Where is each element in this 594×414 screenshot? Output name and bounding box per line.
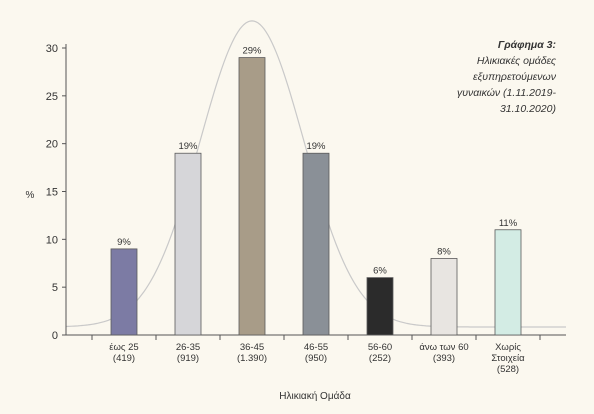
category-label: άνω των 60	[419, 342, 468, 353]
data-label: 29%	[242, 46, 262, 57]
chart-subtitle-line-2: εξυπηρετούμενων	[473, 71, 557, 83]
category-label: Στοιχεία	[491, 353, 525, 364]
category-label: Χωρίς	[495, 342, 521, 353]
data-label: 11%	[499, 218, 518, 229]
y-tick-label: 25	[46, 91, 58, 103]
bars	[110, 57, 522, 336]
data-label: 9%	[117, 237, 131, 248]
category-count: (528)	[497, 364, 519, 375]
x-axis-label: Ηλικιακή Ομάδα	[279, 390, 351, 402]
bar	[174, 152, 202, 336]
data-label: 19%	[306, 141, 326, 152]
y-axis-label: %	[26, 190, 35, 201]
chart-title: Γράφημα 3: Ηλικιακές ομάδες εξυπηρετούμε…	[457, 39, 557, 115]
chart-subtitle-line-3: γυναικών (1.11.2019-	[457, 87, 556, 99]
data-label: 19%	[178, 141, 198, 152]
data-label: 8%	[437, 246, 451, 257]
y-tick-label: 30	[46, 43, 58, 55]
chart-subtitle-line-1: Ηλικιακές ομάδες	[477, 55, 557, 67]
category-count: (419)	[113, 353, 135, 364]
bar	[366, 277, 394, 336]
category-count: (919)	[177, 353, 199, 364]
category-label: 56-60	[368, 342, 392, 353]
chart-title-text: Γράφημα 3:	[498, 39, 556, 51]
category-count: (393)	[433, 353, 455, 364]
y-tick-label: 0	[52, 330, 58, 342]
category-label: 46-55	[304, 342, 328, 353]
bar	[494, 229, 522, 336]
category-count: (1.390)	[237, 353, 267, 364]
category-count: (950)	[305, 353, 327, 364]
bar	[110, 248, 138, 336]
data-label: 6%	[373, 266, 387, 277]
bar	[302, 152, 330, 336]
y-tick-label: 15	[46, 187, 58, 199]
chart-subtitle-line-4: 31.10.2020)	[500, 103, 556, 115]
bar	[430, 258, 458, 336]
category-label: 36-45	[240, 342, 264, 353]
y-tick-label: 20	[46, 139, 58, 151]
category-label: 26-35	[176, 342, 200, 353]
labels: 9% έως 25(419) 19% 26-35(919) 29% 36-45(1.390…	[109, 46, 525, 375]
y-tick-label: 10	[46, 234, 58, 246]
y-tick-label: 5	[52, 282, 58, 294]
bar	[238, 57, 266, 336]
category-count: (252)	[369, 353, 391, 364]
category-label: έως 25	[109, 342, 138, 353]
